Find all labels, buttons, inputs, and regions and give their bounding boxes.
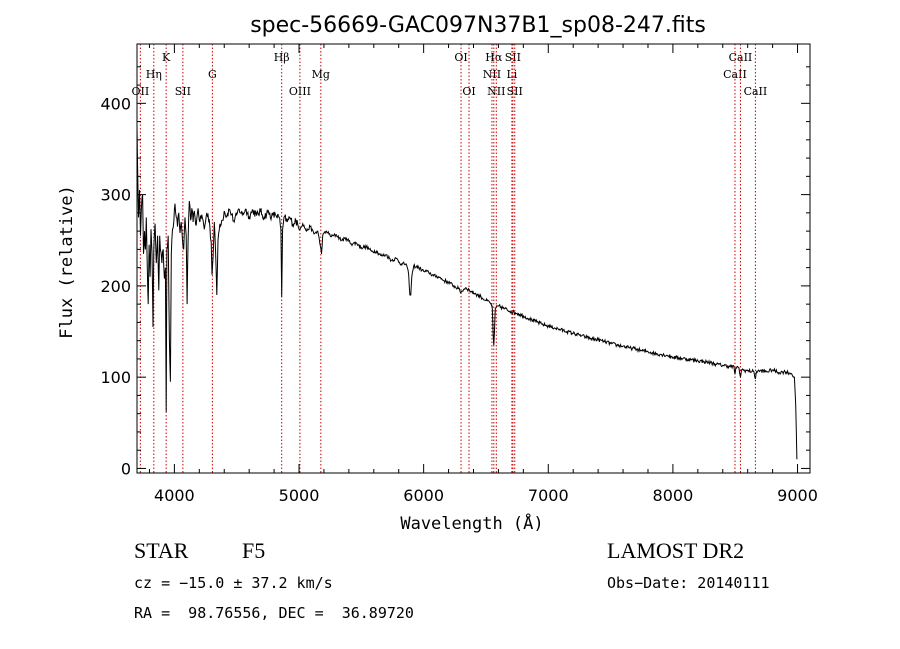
line-marker-label: OIII <box>289 85 311 98</box>
line-marker-label: Hα <box>485 51 503 64</box>
observation-date: Obs−Date: 20140111 <box>607 574 770 592</box>
spectrum-series <box>136 126 798 460</box>
line-marker-label: CaII <box>729 51 753 64</box>
chart-title: spec-56669-GAC097N37B1_sp08-247.fits <box>250 13 706 38</box>
line-marker-label: OI <box>462 85 475 98</box>
line-marker-label: OI <box>454 51 467 64</box>
x-tick-label: 5000 <box>279 486 320 505</box>
y-tick-label: 300 <box>100 186 131 205</box>
x-axis-ticks: 4000 5000 6000 7000 8000 9000 <box>148 44 818 505</box>
line-marker-label: K <box>162 51 171 64</box>
redshift-velocity: cz = −15.0 ± 37.2 km/s <box>134 574 333 592</box>
y-axis-ticks: 0 100 200 300 400 <box>100 66 810 478</box>
line-marker-label: Hη <box>146 68 162 81</box>
x-tick-label: 8000 <box>653 486 694 505</box>
line-marker-label: SII <box>175 85 191 98</box>
line-marker-label: NII <box>483 68 501 81</box>
subclass-label: F5 <box>242 538 266 563</box>
x-axis-label: Wavelength (Å) <box>400 512 543 534</box>
line-marker-label: Hβ <box>274 51 290 64</box>
survey-label: LAMOST DR2 <box>607 538 745 563</box>
y-tick-label: 200 <box>100 277 131 296</box>
x-tick-label: 7000 <box>528 486 569 505</box>
y-tick-label: 100 <box>100 368 131 387</box>
x-tick-label: 4000 <box>154 486 195 505</box>
plot-frame <box>136 43 811 474</box>
ra-dec-coordinates: RA = 98.76556, DEC = 36.89720 <box>134 604 414 622</box>
line-marker-label: G <box>208 68 217 81</box>
line-marker-label: CaII <box>744 85 768 98</box>
plot-axes <box>136 43 811 474</box>
line-marker-label: NII <box>487 85 505 98</box>
y-axis-label: Flux (relative) <box>57 185 77 339</box>
emission-line-markers: OIIHηKSIIGHβOIIIMgOIOINIIHαNIILiSIISIICa… <box>132 44 768 473</box>
object-class-label: STAR <box>134 538 189 563</box>
line-marker-label: SII <box>507 85 523 98</box>
spectrum-line <box>136 126 798 460</box>
x-tick-label: 9000 <box>777 486 818 505</box>
line-marker-label: Mg <box>312 68 330 81</box>
y-tick-label: 400 <box>100 94 131 113</box>
line-marker-label: SII <box>505 51 521 64</box>
line-marker-label: Li <box>506 68 517 81</box>
x-tick-label: 6000 <box>403 486 444 505</box>
line-marker-label: OII <box>132 85 150 98</box>
line-marker-label: CaII <box>723 68 747 81</box>
y-tick-label: 0 <box>121 459 131 478</box>
